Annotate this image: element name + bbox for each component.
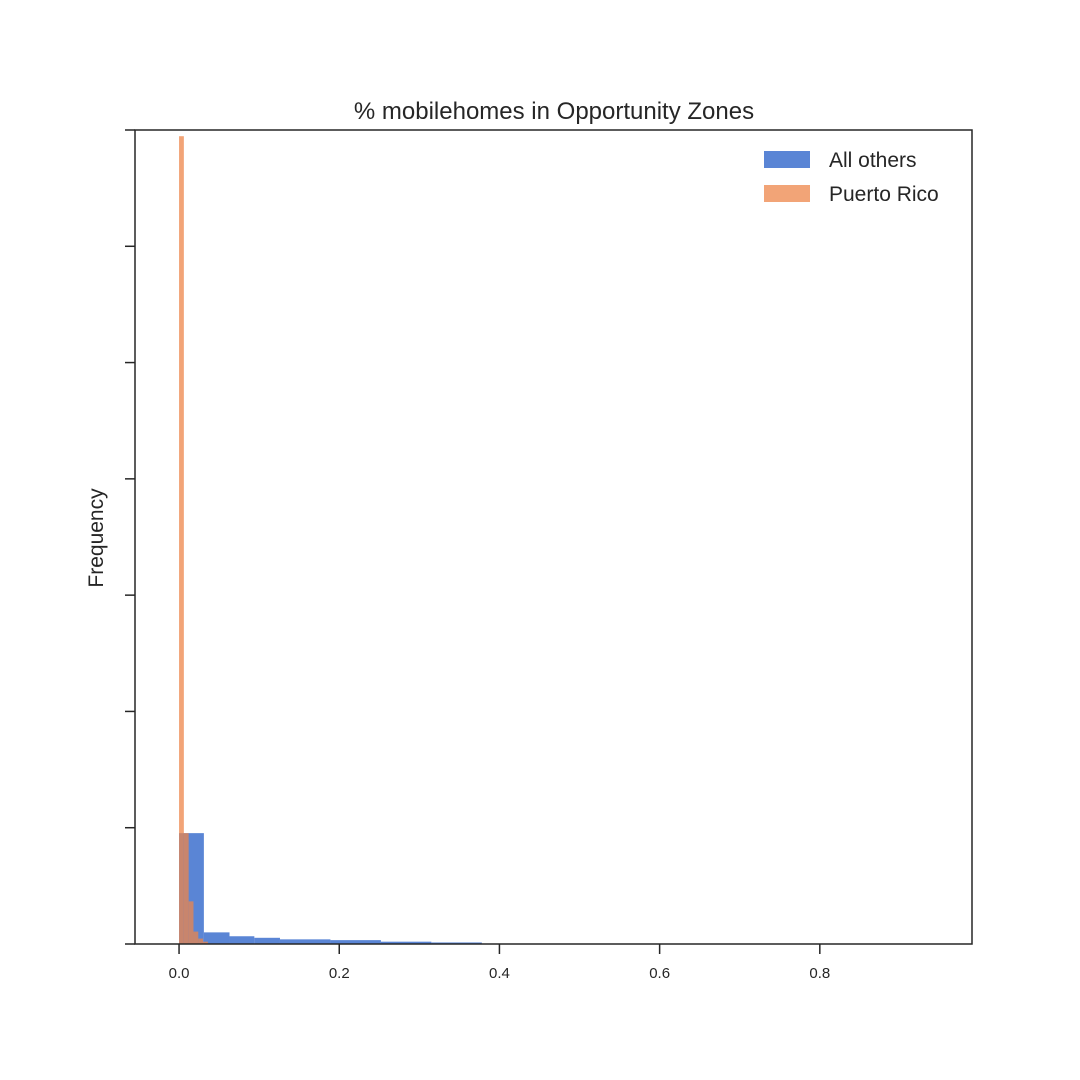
y-axis-label: Frequency: [85, 488, 108, 588]
legend-label-puerto-rico: Puerto Rico: [829, 183, 939, 206]
x-tick-label-2: 0.4: [489, 965, 510, 982]
x-tick-label-1: 0.2: [329, 965, 350, 982]
bar-puerto-rico-4: [198, 938, 204, 944]
bar-puerto-rico-0: [179, 136, 184, 944]
legend-swatch-all-others: [764, 151, 810, 168]
plot-frame: [134, 129, 973, 945]
bar-puerto-rico-2: [188, 901, 194, 944]
legend-label-all-others: All others: [829, 149, 917, 172]
bar-all-others-1: [203, 932, 230, 944]
bar-puerto-rico-1: [183, 833, 189, 944]
legend: All others Puerto Rico: [764, 149, 939, 206]
bar-all-others-3: [254, 937, 280, 944]
x-tick-label-0: 0.0: [169, 965, 190, 982]
plot-bars: [179, 136, 482, 944]
x-tick-label-4: 0.8: [809, 965, 830, 982]
x-axis-ticks: 0.0 0.2 0.4 0.6 0.8: [169, 944, 830, 982]
bar-all-others-7: [431, 942, 482, 944]
legend-swatch-puerto-rico: [764, 185, 810, 202]
bar-all-others-6: [380, 941, 432, 944]
chart-title: % mobilehomes in Opportunity Zones: [354, 98, 754, 125]
bar-puerto-rico-3: [193, 931, 199, 944]
bar-puerto-rico-5: [203, 941, 208, 944]
y-axis-ticks: [125, 129, 135, 945]
bar-all-others-4: [279, 939, 331, 944]
bar-all-others-5: [330, 940, 381, 944]
x-tick-label-3: 0.6: [649, 965, 670, 982]
bar-all-others-2: [229, 936, 255, 944]
